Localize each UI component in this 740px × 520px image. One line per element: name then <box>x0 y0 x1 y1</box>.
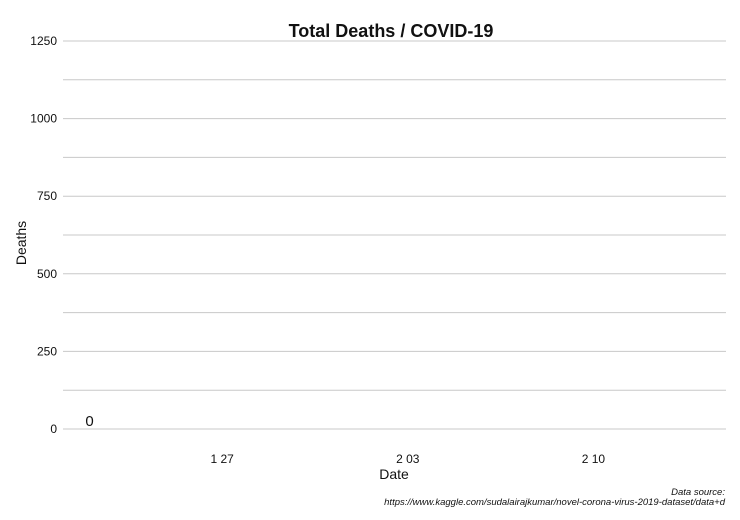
data-label: 0 <box>85 413 93 430</box>
x-tick-label: 2 10 <box>582 452 606 466</box>
y-axis-title: Deaths <box>13 221 29 265</box>
gridlines <box>63 40 726 430</box>
chart-title: Total Deaths / COVID-19 <box>289 21 494 41</box>
y-tick-label: 750 <box>37 189 57 203</box>
y-tick-label: 1250 <box>30 34 57 48</box>
data-source-url: https://www.kaggle.com/sudalairajkumar/n… <box>384 497 726 508</box>
y-axis-ticks: 0 250 500 750 1000 1250 <box>30 34 57 436</box>
y-tick-label: 1000 <box>30 112 57 126</box>
x-axis-title: Date <box>379 466 409 482</box>
data-marks: 0 <box>85 413 93 430</box>
data-source-label: Data source: <box>671 487 725 498</box>
x-axis-ticks: 1 27 2 03 2 10 <box>210 452 605 466</box>
x-tick-label: 1 27 <box>210 452 234 466</box>
x-tick-label: 2 03 <box>396 452 420 466</box>
y-tick-label: 0 <box>50 422 57 436</box>
y-tick-label: 250 <box>37 344 57 358</box>
y-tick-label: 500 <box>37 267 57 281</box>
